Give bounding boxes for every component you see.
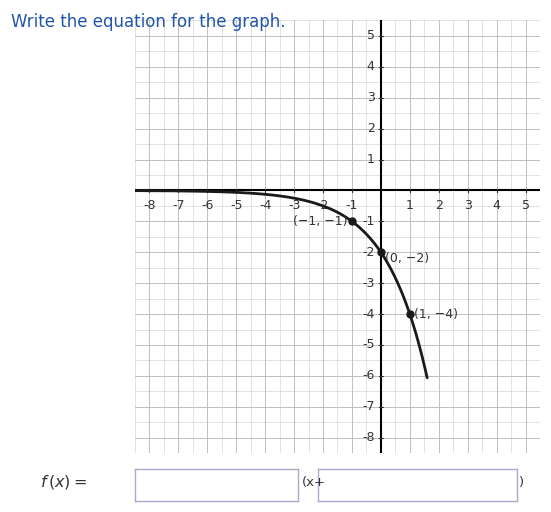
Text: 4: 4 — [493, 199, 500, 212]
Text: (1, −4): (1, −4) — [414, 308, 458, 321]
Text: 5: 5 — [366, 29, 375, 42]
Text: -8: -8 — [362, 431, 375, 444]
Text: -1: -1 — [346, 199, 358, 212]
Text: 3: 3 — [366, 91, 375, 104]
Text: -4: -4 — [259, 199, 271, 212]
Text: (−1, −1): (−1, −1) — [293, 215, 348, 228]
Text: ): ) — [519, 476, 524, 489]
Text: -5: -5 — [230, 199, 242, 212]
Text: 1: 1 — [406, 199, 414, 212]
Text: -1: -1 — [362, 215, 375, 228]
Text: -2: -2 — [362, 246, 375, 259]
Text: 5: 5 — [521, 199, 530, 212]
Text: 2: 2 — [435, 199, 442, 212]
Text: -6: -6 — [201, 199, 213, 212]
Text: $f\,(x) =$: $f\,(x) =$ — [40, 473, 87, 492]
Text: 3: 3 — [464, 199, 472, 212]
Text: 1: 1 — [366, 153, 375, 166]
Text: -6: -6 — [362, 369, 375, 382]
Text: Write the equation for the graph.: Write the equation for the graph. — [11, 13, 285, 31]
Text: -3: -3 — [288, 199, 300, 212]
Text: (0, −2): (0, −2) — [385, 252, 429, 265]
Text: -7: -7 — [362, 400, 375, 413]
Text: 4: 4 — [366, 60, 375, 73]
Text: -8: -8 — [143, 199, 156, 212]
Text: -4: -4 — [362, 308, 375, 321]
Text: -5: -5 — [362, 338, 375, 351]
Text: 2: 2 — [366, 122, 375, 135]
Text: -3: -3 — [362, 276, 375, 290]
Text: -2: -2 — [317, 199, 329, 212]
Text: (x+: (x+ — [302, 476, 326, 489]
Text: -7: -7 — [172, 199, 185, 212]
